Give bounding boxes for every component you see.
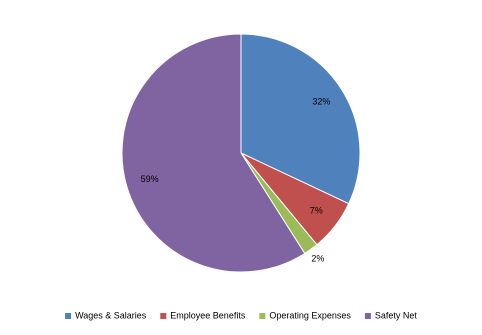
legend-label: Operating Expenses (269, 310, 351, 320)
pie-slice (121, 33, 306, 273)
legend-swatch (160, 313, 167, 319)
data-label: 7% (310, 206, 323, 216)
legend-label: Wages & Salaries (75, 310, 147, 320)
data-label: 32% (312, 96, 330, 106)
data-label: 59% (141, 174, 159, 184)
legend-swatch (364, 313, 371, 319)
pie-slice (240, 33, 361, 205)
data-label: 2% (311, 253, 324, 263)
legend-label: Safety Net (375, 310, 418, 320)
legend-label: Employee Benefits (170, 310, 246, 320)
legend-swatch (259, 313, 266, 319)
legend-swatch (65, 313, 72, 319)
